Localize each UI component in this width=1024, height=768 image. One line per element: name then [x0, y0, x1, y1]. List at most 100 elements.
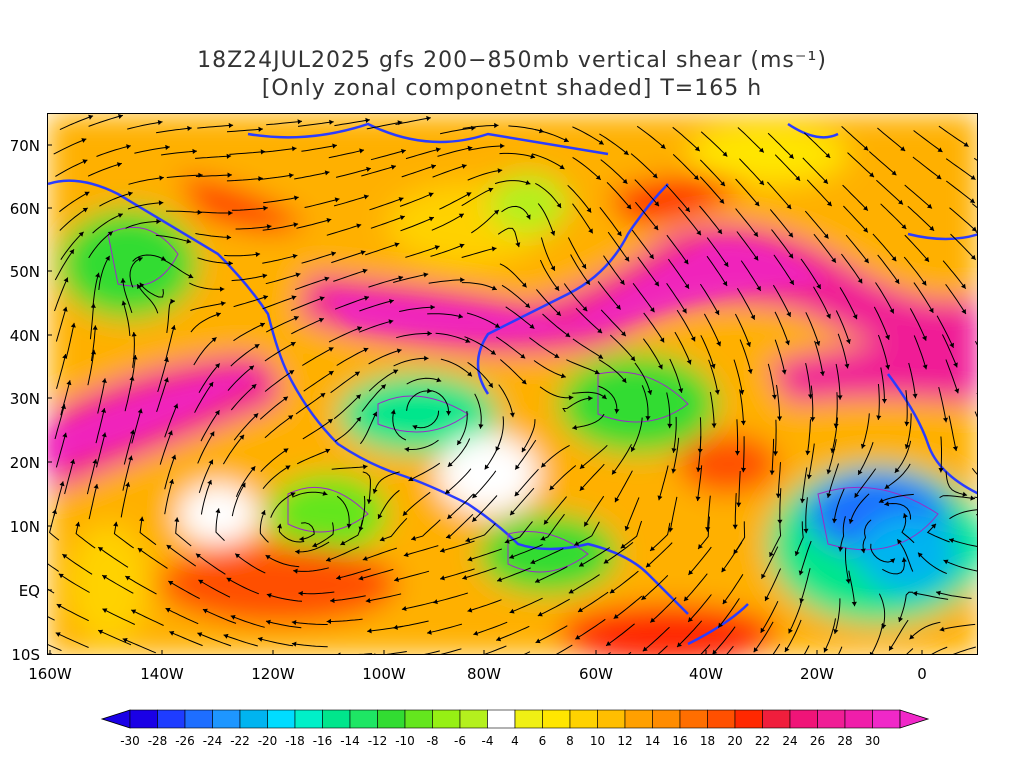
streamline — [942, 260, 967, 289]
colorbar-box — [157, 709, 186, 729]
streamline-arrow — [330, 598, 335, 604]
streamline-arrow — [494, 323, 500, 328]
streamline-arrow — [721, 567, 727, 573]
streamline — [643, 312, 665, 343]
streamline — [843, 205, 869, 233]
streamline — [198, 459, 214, 494]
streamline — [941, 334, 958, 368]
streamline — [598, 385, 618, 414]
streamline-arrow — [823, 233, 829, 239]
streamline-arrow — [209, 431, 215, 437]
streamline-arrow — [572, 424, 577, 430]
streamline-arrow — [659, 337, 665, 343]
colorbar-label: -20 — [258, 734, 278, 748]
colorbar-label: 10 — [590, 734, 605, 748]
colorbar-box — [569, 709, 598, 729]
streamline-arrow — [601, 394, 607, 399]
streamline-arrow — [458, 213, 464, 219]
streamline — [841, 253, 863, 284]
streamline — [156, 127, 192, 134]
streamline-arrow — [616, 231, 622, 236]
streamline-arrow — [759, 180, 764, 185]
streamline-arrow — [694, 146, 700, 152]
streamline — [877, 383, 880, 420]
streamline-arrow — [158, 200, 164, 206]
streamline — [394, 570, 430, 581]
streamline — [446, 493, 474, 520]
streamline — [861, 413, 870, 449]
streamline-arrow — [473, 630, 479, 636]
colorbar-box — [542, 709, 571, 729]
streamline — [368, 369, 399, 392]
streamline — [774, 311, 790, 346]
streamline — [971, 203, 977, 209]
streamline-arrow — [953, 362, 958, 368]
streamline-arrow — [250, 466, 256, 472]
colorbar-label: -26 — [175, 734, 195, 748]
streamline — [688, 546, 712, 576]
streamline — [499, 152, 536, 158]
streamline — [605, 623, 635, 647]
streamline-arrow — [226, 153, 232, 159]
streamline — [471, 495, 498, 523]
streamline — [461, 187, 494, 207]
streamline-arrow — [912, 591, 918, 597]
streamline — [295, 392, 326, 415]
streamline-arrow — [364, 295, 369, 301]
streamline-arrow — [848, 518, 854, 524]
streamline — [471, 209, 500, 234]
streamline-arrow — [921, 280, 927, 286]
streamline — [543, 496, 567, 525]
streamline — [609, 334, 636, 362]
streamline-arrow — [426, 115, 431, 121]
streamline — [877, 127, 906, 152]
streamline — [260, 448, 289, 472]
streamline — [98, 255, 111, 290]
streamline-arrow — [125, 482, 131, 487]
streamline-arrow — [336, 575, 341, 581]
streamline — [64, 459, 75, 495]
streamline — [195, 155, 232, 159]
streamline — [412, 410, 440, 429]
streamline-arrow — [298, 590, 303, 596]
streamline-arrow — [747, 369, 753, 374]
streamline-arrow — [786, 204, 792, 209]
streamline — [514, 439, 537, 470]
streamline — [630, 417, 643, 452]
streamline-arrow — [624, 256, 630, 262]
streamline — [358, 568, 394, 580]
lat-label: 60N — [10, 200, 40, 218]
streamline — [878, 493, 914, 503]
streamline — [165, 607, 199, 625]
streamline-arrow — [427, 654, 432, 655]
streamline-arrow — [168, 581, 174, 586]
streamline-arrow — [909, 634, 915, 640]
streamline — [60, 380, 71, 416]
streamline-arrow — [372, 488, 378, 494]
streamline — [774, 154, 801, 182]
streamline-arrow — [388, 319, 394, 325]
streamline — [231, 274, 268, 282]
streamline — [260, 147, 297, 153]
streamline-arrow — [91, 349, 97, 355]
streamline-arrow — [667, 423, 673, 429]
streamline-arrow — [467, 145, 473, 151]
streamline — [742, 436, 745, 473]
streamline-arrow — [649, 307, 655, 313]
streamline-arrow — [609, 588, 615, 594]
streamline — [136, 283, 159, 314]
streamline — [539, 386, 574, 399]
streamline — [504, 521, 533, 544]
streamline-arrow — [255, 251, 261, 257]
streamline-arrow — [891, 170, 897, 176]
streamline — [169, 631, 203, 647]
streamline-arrow — [291, 146, 297, 152]
streamline — [264, 414, 294, 439]
streamline-arrow — [62, 354, 68, 359]
streamline-arrow — [785, 340, 790, 346]
streamline — [156, 377, 169, 412]
streamline — [625, 497, 640, 531]
streamline — [976, 393, 977, 395]
streamline — [609, 570, 639, 594]
streamline — [155, 234, 192, 243]
